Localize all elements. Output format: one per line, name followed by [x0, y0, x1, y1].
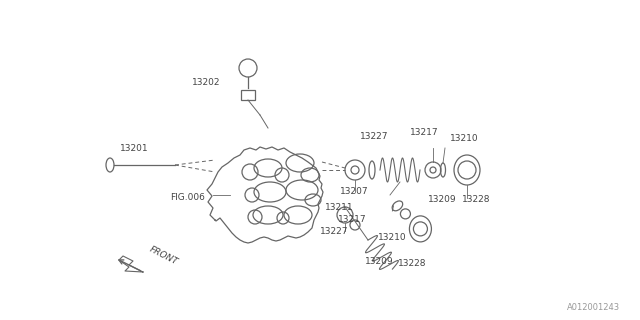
Text: 13228: 13228	[462, 196, 490, 204]
Text: 13207: 13207	[340, 188, 369, 196]
Text: 13210: 13210	[450, 133, 479, 142]
Text: 13227: 13227	[320, 228, 349, 236]
Text: 13228: 13228	[398, 260, 426, 268]
Text: FIG.006: FIG.006	[170, 194, 205, 203]
Text: 13201: 13201	[120, 143, 148, 153]
Text: A012001243: A012001243	[567, 303, 620, 312]
Text: 13209: 13209	[365, 258, 394, 267]
Text: 13202: 13202	[192, 77, 221, 86]
Text: 13210: 13210	[378, 234, 406, 243]
Text: 13209: 13209	[428, 196, 456, 204]
Text: 13227: 13227	[360, 132, 388, 140]
Text: FRONT: FRONT	[148, 245, 179, 267]
Text: 13217: 13217	[410, 127, 438, 137]
Text: 13217: 13217	[338, 215, 367, 225]
Text: 13211: 13211	[325, 204, 354, 212]
